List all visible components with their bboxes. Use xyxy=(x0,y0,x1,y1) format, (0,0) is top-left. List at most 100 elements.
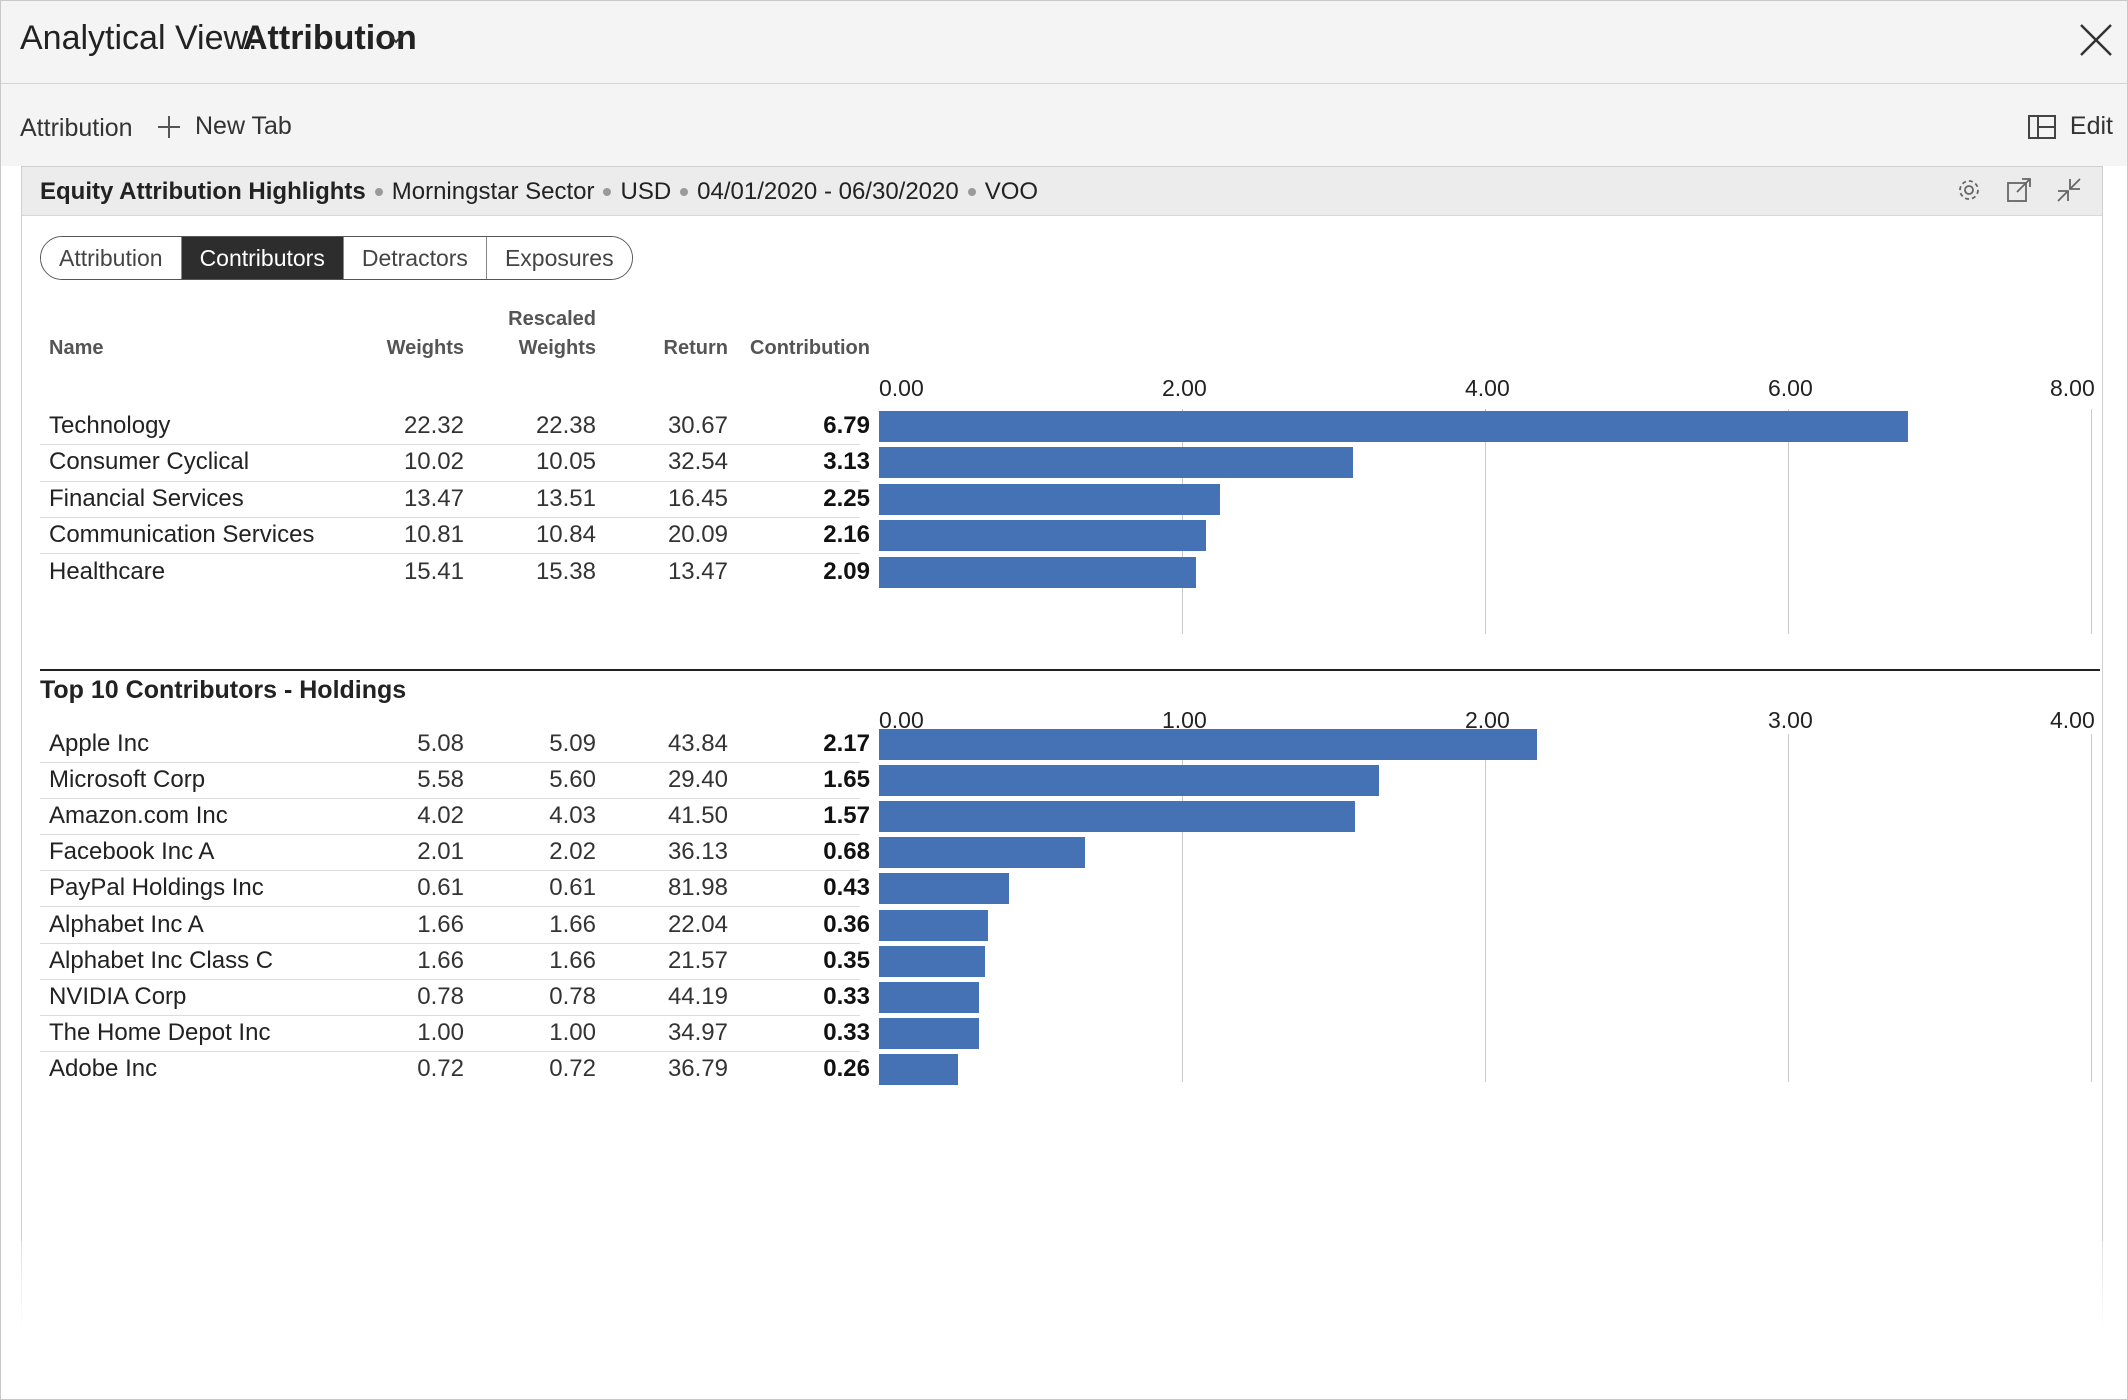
row-name: The Home Depot Inc xyxy=(49,1018,271,1046)
row-return: 36.79 xyxy=(667,1054,728,1082)
row-return: 32.54 xyxy=(667,448,728,476)
row-name: Healthcare xyxy=(49,557,166,585)
bar[interactable] xyxy=(879,801,1355,833)
row-return: 22.04 xyxy=(667,910,728,938)
bar[interactable] xyxy=(879,873,1010,905)
bar[interactable] xyxy=(879,909,989,941)
gear-icon[interactable] xyxy=(1956,177,1982,203)
bar[interactable] xyxy=(879,1017,979,1049)
row-weights: 22.32 xyxy=(403,412,464,439)
separator-dot xyxy=(680,188,689,196)
edit-label: Edit xyxy=(2069,112,2113,140)
grid-line xyxy=(1788,409,1789,634)
panel-actions xyxy=(1956,177,2082,203)
bar[interactable] xyxy=(879,945,986,977)
row-weights: 15.41 xyxy=(403,557,464,585)
row-name: Amazon.com Inc xyxy=(49,802,228,830)
separator-dot xyxy=(374,188,383,196)
segment-exposures[interactable]: Exposures xyxy=(486,237,632,279)
row-weights: 10.02 xyxy=(403,448,464,476)
row-return: 21.57 xyxy=(667,946,728,974)
bar[interactable] xyxy=(879,837,1086,869)
row-contribution: 2.17 xyxy=(823,730,870,757)
tab-attribution[interactable]: Attribution xyxy=(20,114,133,142)
grid-line xyxy=(1485,734,1486,1082)
bar[interactable] xyxy=(879,520,1207,552)
holdings-section-title: Top 10 Contributors - Holdings xyxy=(40,676,407,704)
row-contribution: 6.79 xyxy=(823,412,870,439)
row-return: 16.45 xyxy=(667,484,728,512)
row-name: Financial Services xyxy=(49,484,244,512)
bar[interactable] xyxy=(879,483,1220,515)
row-divider xyxy=(40,798,860,800)
row-contribution: 0.36 xyxy=(823,910,870,938)
bar[interactable] xyxy=(879,765,1379,797)
view-segment-control: Attribution Contributors Detractors Expo… xyxy=(40,236,633,280)
popout-icon[interactable] xyxy=(2006,177,2032,203)
chevron-down-icon[interactable] xyxy=(387,31,405,49)
row-rescaled-weights: 15.38 xyxy=(535,557,596,585)
row-contribution: 0.68 xyxy=(823,838,870,866)
segment-detractors[interactable]: Detractors xyxy=(343,237,487,279)
row-divider xyxy=(40,480,860,482)
row-rescaled-weights: 22.38 xyxy=(535,412,596,439)
segment-attribution[interactable]: Attribution xyxy=(41,237,182,279)
column-header-rescaled-line2: Weights xyxy=(518,337,596,359)
grid-line xyxy=(1182,734,1183,1082)
axis-tick-label: 1.00 xyxy=(1162,707,1207,733)
view-selector[interactable]: Attribution xyxy=(243,19,417,57)
bar[interactable] xyxy=(879,981,979,1013)
column-header-contribution: Contribution xyxy=(750,337,870,359)
row-return: 30.67 xyxy=(667,412,728,439)
row-contribution: 1.57 xyxy=(823,802,870,830)
row-weights: 4.02 xyxy=(417,802,464,830)
row-rescaled-weights: 4.03 xyxy=(549,802,596,830)
row-return: 34.97 xyxy=(667,1018,728,1046)
close-icon[interactable] xyxy=(2079,23,2113,62)
row-divider xyxy=(40,870,860,872)
edit-button[interactable]: Edit xyxy=(2027,112,2113,141)
section-divider xyxy=(40,669,2100,671)
row-divider xyxy=(40,1050,860,1052)
new-tab-button[interactable]: New Tab xyxy=(157,112,292,141)
bar[interactable] xyxy=(879,1053,958,1085)
tab-bar: Attribution New Tab Edit xyxy=(1,84,2127,166)
bar[interactable] xyxy=(879,556,1196,588)
new-tab-label: New Tab xyxy=(195,112,292,140)
row-name: Microsoft Corp xyxy=(49,766,206,794)
separator-dot xyxy=(603,188,612,196)
row-weights: 5.08 xyxy=(417,730,464,757)
bar[interactable] xyxy=(879,729,1537,760)
row-contribution: 0.33 xyxy=(823,982,870,1010)
axis-tick-label: 4.00 xyxy=(2050,707,2095,733)
row-weights: 2.01 xyxy=(417,838,464,866)
column-header-weights: Weights xyxy=(386,337,464,359)
grid-line xyxy=(1788,734,1789,1082)
panel-title: Equity Attribution Highlights xyxy=(40,178,366,205)
title-bar: Analytical View: Attribution xyxy=(1,1,2127,84)
row-name: Consumer Cyclical xyxy=(49,448,250,476)
segment-contributors[interactable]: Contributors xyxy=(181,237,344,279)
grid-line xyxy=(2091,409,2092,634)
row-name: NVIDIA Corp xyxy=(49,982,187,1010)
grid-line xyxy=(2091,734,2092,1082)
bar[interactable] xyxy=(879,447,1354,479)
row-return: 43.84 xyxy=(667,730,728,757)
column-header-return: Return xyxy=(663,337,728,359)
row-weights: 1.00 xyxy=(417,1018,464,1046)
row-return: 41.50 xyxy=(667,802,728,830)
row-name: Facebook Inc A xyxy=(49,838,215,866)
panel-header: Equity Attribution Highlights Morningsta… xyxy=(22,167,2102,216)
bar[interactable] xyxy=(879,411,1908,442)
axis-tick-label: 6.00 xyxy=(1768,375,1813,401)
axis-tick-label: 2.00 xyxy=(1465,707,1510,733)
row-contribution: 0.35 xyxy=(823,946,870,974)
row-name: PayPal Holdings Inc xyxy=(49,874,264,902)
row-divider xyxy=(40,942,860,944)
collapse-icon[interactable] xyxy=(2056,177,2082,203)
panel-meta-grouping: Morningstar Sector xyxy=(391,178,595,205)
row-return: 29.40 xyxy=(667,766,728,794)
row-name: Alphabet Inc A xyxy=(49,910,204,938)
row-divider xyxy=(40,1014,860,1016)
panel-meta-date-range: 04/01/2020 - 06/30/2020 xyxy=(697,178,959,205)
